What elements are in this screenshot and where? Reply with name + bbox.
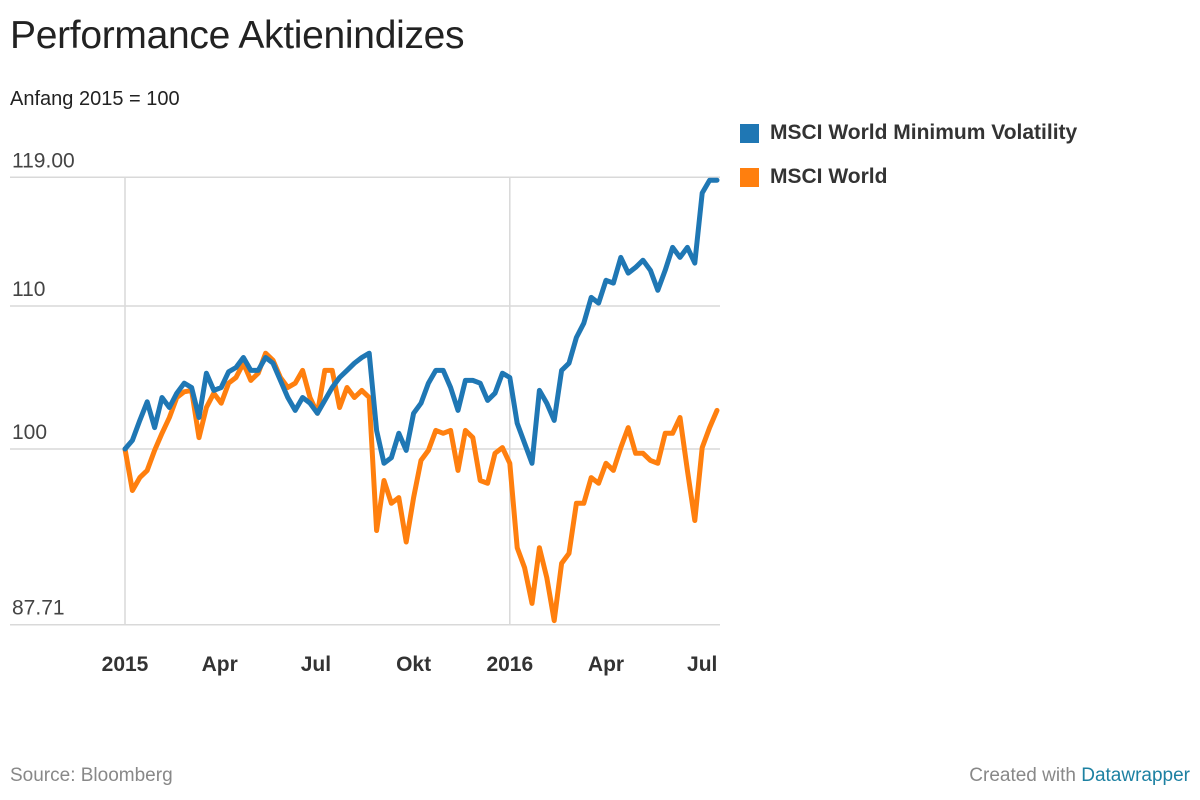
credit-prefix: Created with bbox=[969, 765, 1082, 786]
legend-swatch-min-vol bbox=[740, 123, 759, 143]
y-tick-label: 100 bbox=[12, 421, 47, 444]
series-line-msci-world bbox=[122, 350, 720, 624]
source-note: Source: Bloomberg bbox=[10, 765, 173, 786]
x-tick-label: Okt bbox=[396, 653, 431, 676]
legend-label: MSCI World bbox=[770, 165, 888, 188]
y-tick-label: 119.00 bbox=[12, 149, 75, 172]
legend-label: MSCI World Minimum Volatility bbox=[770, 121, 1078, 144]
series-line-msci-world-minimum-volatility bbox=[122, 177, 720, 466]
x-tick-label: Jul bbox=[301, 653, 331, 676]
legend-item-min-vol[interactable]: MSCI World Minimum Volatility bbox=[740, 121, 1077, 145]
x-tick-label: 2016 bbox=[486, 653, 533, 676]
x-tick-label: 2015 bbox=[102, 653, 149, 676]
chart-title: Performance Aktienindizes bbox=[10, 14, 465, 57]
legend-swatch-world bbox=[740, 167, 759, 187]
legend-item-world[interactable]: MSCI World bbox=[740, 165, 887, 189]
x-tick-label: Apr bbox=[588, 653, 624, 676]
datawrapper-link[interactable]: Datawrapper bbox=[1081, 765, 1190, 786]
x-tick-label: Jul bbox=[687, 653, 717, 676]
x-tick-label: Apr bbox=[202, 653, 238, 676]
chart-subtitle: Anfang 2015 = 100 bbox=[10, 88, 180, 110]
y-tick-label: 110 bbox=[12, 278, 45, 301]
y-tick-label: 87.71 bbox=[12, 597, 65, 620]
credit-note: Created with Datawrapper bbox=[969, 765, 1190, 787]
